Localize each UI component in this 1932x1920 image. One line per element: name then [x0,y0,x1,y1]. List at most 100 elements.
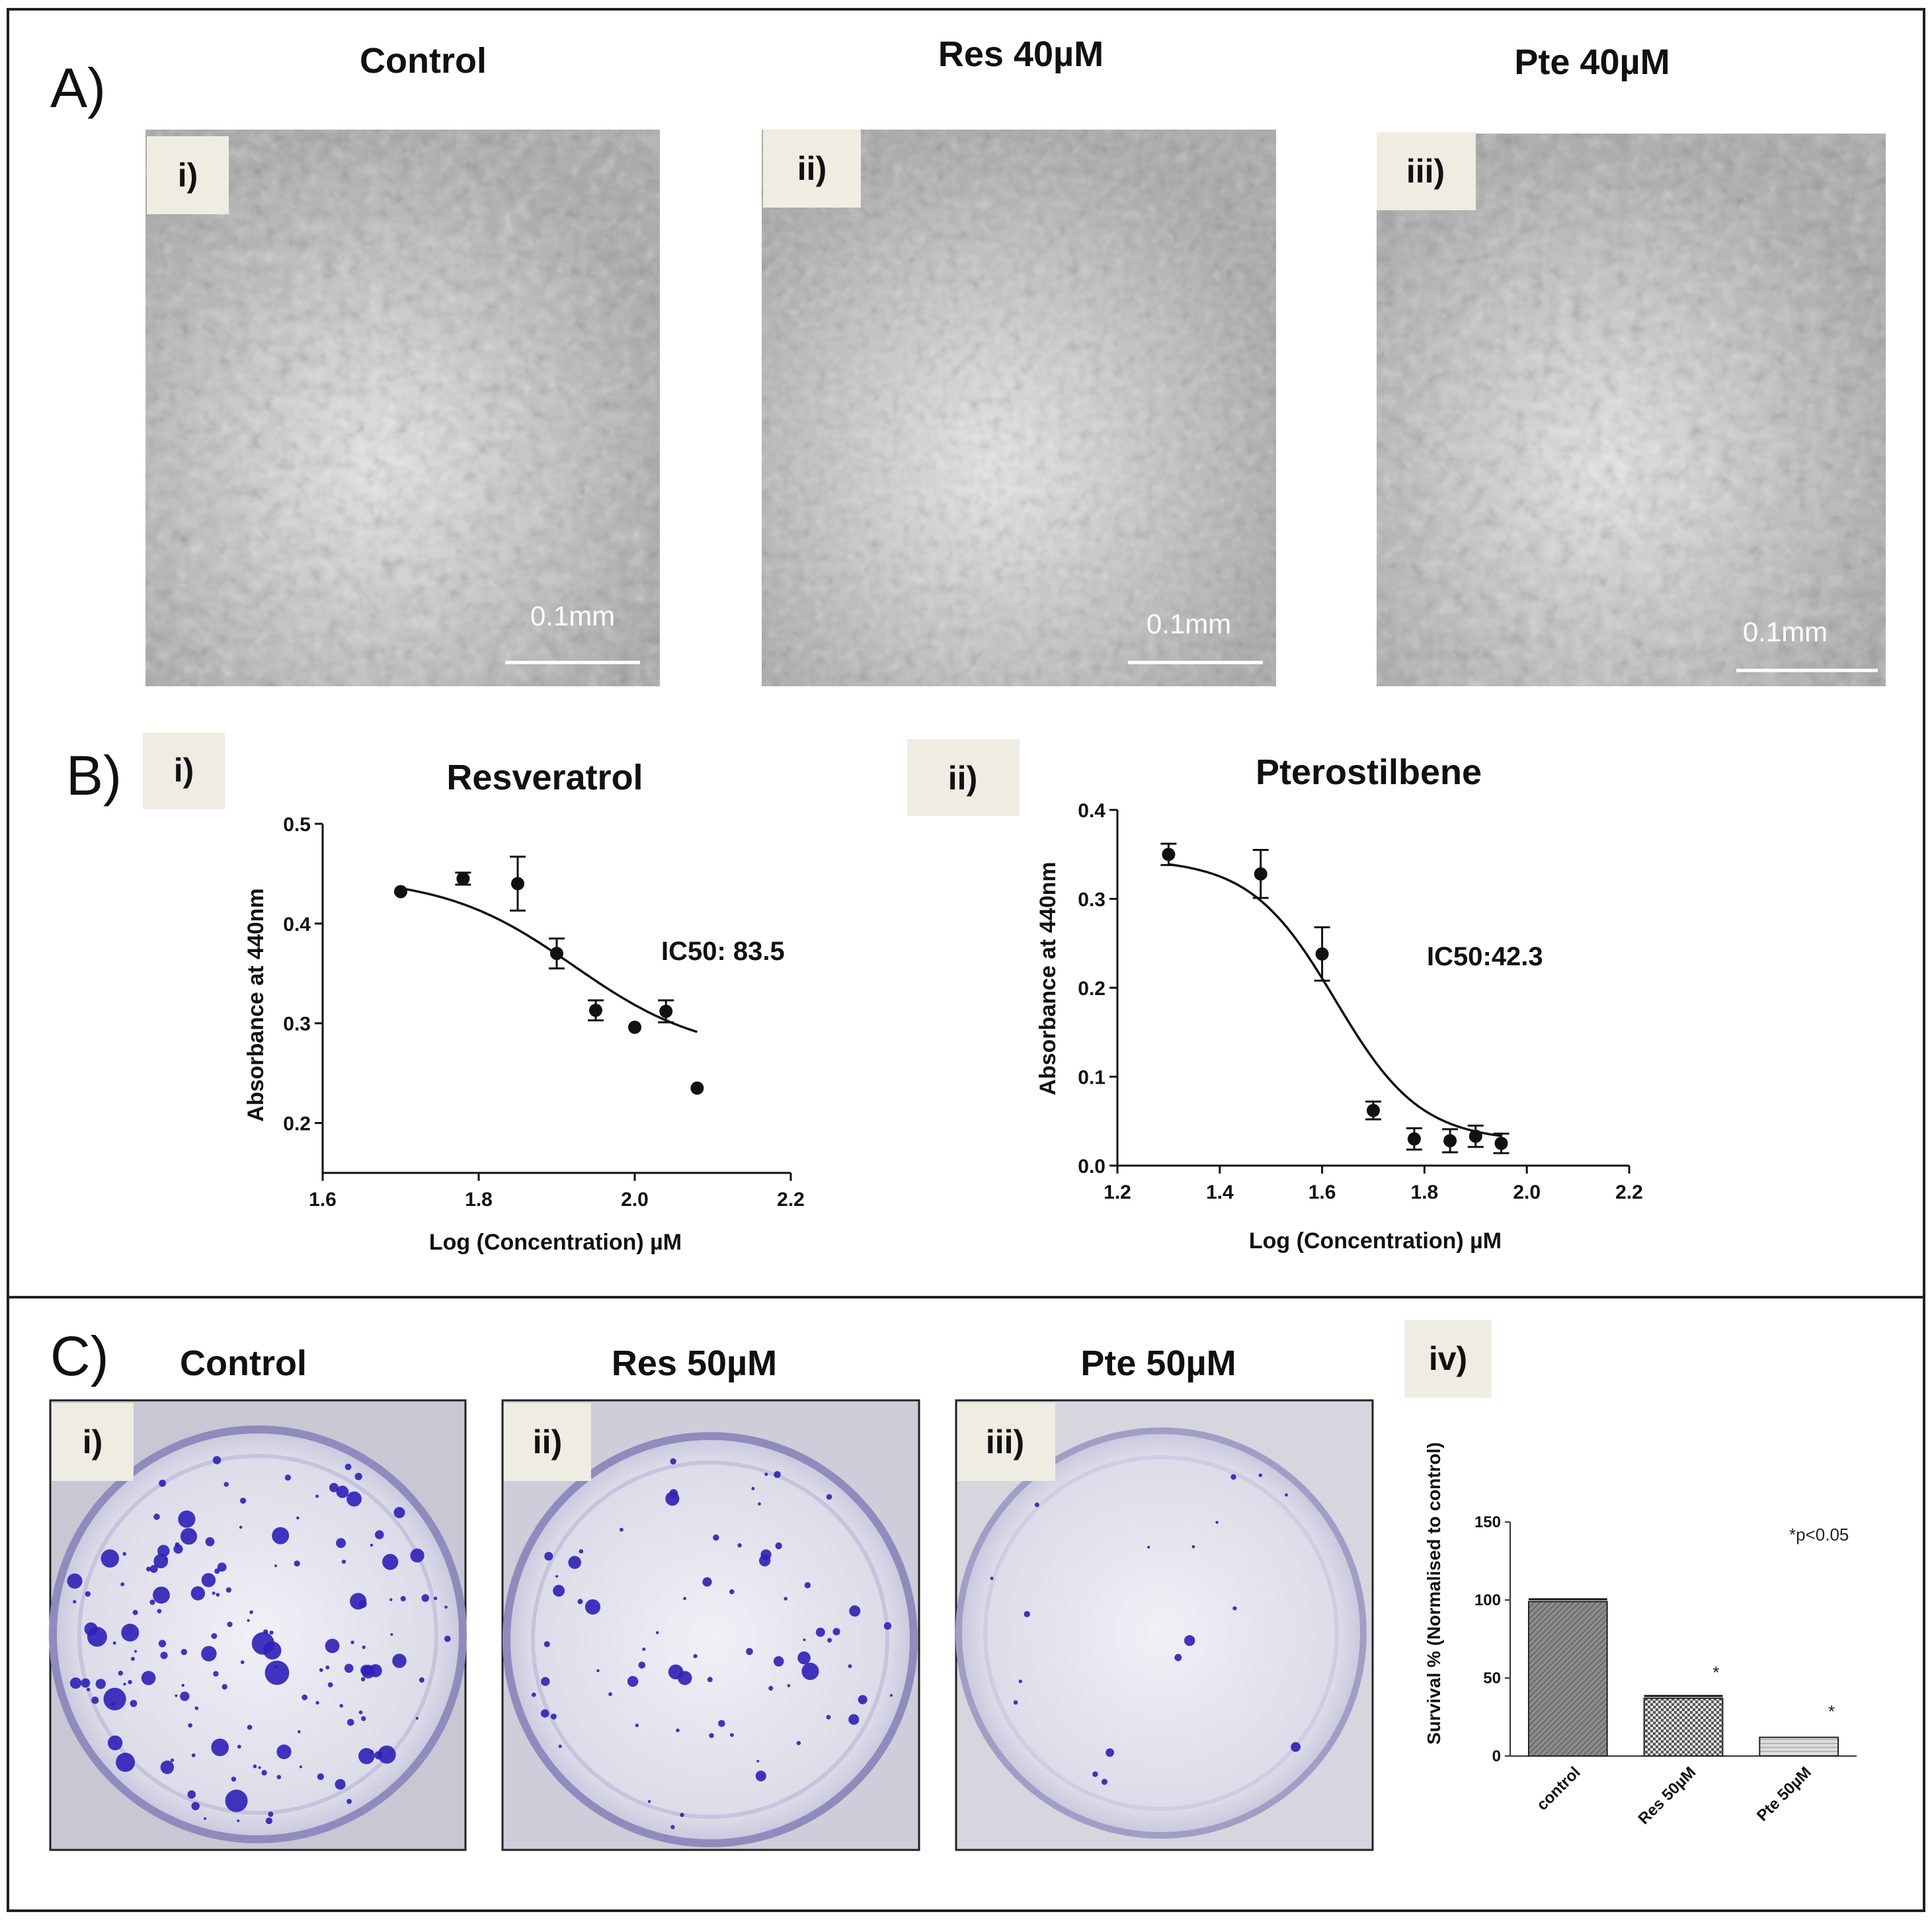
colony-dot [540,1709,549,1718]
colony-dot [620,1527,624,1532]
colony-dot [665,1492,680,1506]
colony-dot [315,1700,319,1705]
colony-dot [608,1692,612,1697]
colony-dot [596,1669,600,1673]
colony-dot [1291,1741,1301,1752]
colony-dot [1174,1654,1182,1661]
colony-dot [400,1596,406,1601]
colony-dot [670,1825,675,1829]
ic50-label-resveratrol: IC50: 83.5 [661,937,785,966]
colony-dot [180,1691,190,1701]
colony-dot [344,1463,352,1470]
colony-dot [707,1677,713,1683]
colony-dot [149,1565,158,1573]
colony-dot [160,1760,175,1775]
colony-dot [1013,1700,1018,1705]
colony-dot [419,1677,424,1683]
colony-dot [268,1812,274,1817]
colony-dot [149,1599,155,1605]
colony-dot [178,1510,196,1528]
ylabel-resveratrol: Absorbance at 440nm [243,888,268,1121]
x-tick-label-pterostilbene: 1.6 [1308,1181,1336,1203]
colony-dot [883,1622,892,1630]
colony-dot [849,1605,861,1617]
colony-dot [81,1678,91,1688]
micrograph-res-40 [762,130,1276,686]
colony-dot [141,1671,156,1685]
y-tick-label-resveratrol: 0.2 [283,1113,311,1135]
chart-title-resveratrol: Resveratrol [446,758,643,797]
colony-dot [655,1631,659,1634]
data-point-pterostilbene [1162,848,1176,861]
colony-dot [826,1494,832,1500]
colony-dot [335,1779,346,1790]
colony-dot [212,1456,221,1464]
colony-dot [123,1683,126,1686]
title-a-pte: Pte 40µM [1514,42,1670,82]
colony-dot [181,1683,184,1687]
data-point-resveratrol [511,877,524,891]
colony-dot [87,1687,91,1692]
colony-dot [339,1704,343,1708]
colony-dot [201,1646,217,1661]
colony-dot [237,1820,240,1822]
sublabel-a-ii: ii) [763,130,861,208]
significance-marker: * [1828,1702,1835,1722]
colony-dot [263,1629,268,1634]
colony-dot [247,1619,250,1622]
x-tick-label-pterostilbene: 1.4 [1206,1181,1234,1203]
colony-dot [361,1716,366,1722]
colony-dot [730,1733,734,1738]
colony-dot [1184,1635,1195,1646]
colony-dot [392,1654,407,1668]
colony-dot [796,1741,801,1745]
colony-dot [350,1640,354,1644]
colony-dot [421,1594,430,1602]
colony-dot [319,1668,323,1672]
colony-dot [274,1564,277,1568]
colony-dot [188,1723,193,1728]
scale-label-a-i: 0.1mm [530,600,615,631]
colony-dot [990,1576,994,1580]
colony-dot [784,1597,788,1601]
y-tick-label-pterostilbene: 0.3 [1078,889,1106,911]
colony-dot [327,1682,333,1688]
x-tick-label-resveratrol: 2.2 [777,1189,805,1211]
colony-dot [553,1585,565,1597]
colony-dot [702,1577,712,1587]
y-tick-label-pterostilbene: 0.1 [1078,1067,1106,1089]
colony-dot [775,1542,782,1550]
y-tick-label-resveratrol: 0.4 [283,914,311,936]
colony-dot [751,1487,755,1490]
colony-dot [670,1458,676,1464]
colony-dot [729,1589,735,1595]
colony-dot [216,1593,220,1597]
colony-dot [1018,1679,1023,1683]
x-tick-label-resveratrol: 1.8 [465,1189,493,1211]
colony-dot [249,1610,253,1615]
x-tick-label-pterostilbene: 1.8 [1411,1181,1439,1203]
colony-dot [329,1483,339,1492]
colony-dot [84,1622,98,1636]
colony-dot [121,1623,140,1642]
fit-curve-pterostilbene [1168,863,1502,1137]
title-a-res: Res 40µM [938,34,1104,74]
title-c-res: Res 50µM [612,1343,777,1383]
colony-dot [217,1562,227,1572]
colony-dot [543,1641,550,1648]
colony-dot [544,1552,553,1561]
colony-dot [180,1528,198,1545]
colony-dot [758,1502,761,1506]
colony-dot [577,1599,583,1605]
colony-dot [240,1660,245,1664]
colony-dot [157,1609,162,1614]
colony-dot [341,1560,346,1564]
colony-dot [389,1598,393,1601]
colony-dot [276,1744,292,1759]
data-point-resveratrol [456,871,470,885]
y-tick-label-survival: 100 [1474,1591,1501,1609]
svg-text:iv): iv) [1429,1340,1467,1377]
ylabel-survival: Survival % (Normalised to control) [1424,1442,1444,1744]
colony-dot [153,1586,170,1604]
colony-dot [239,1525,243,1529]
